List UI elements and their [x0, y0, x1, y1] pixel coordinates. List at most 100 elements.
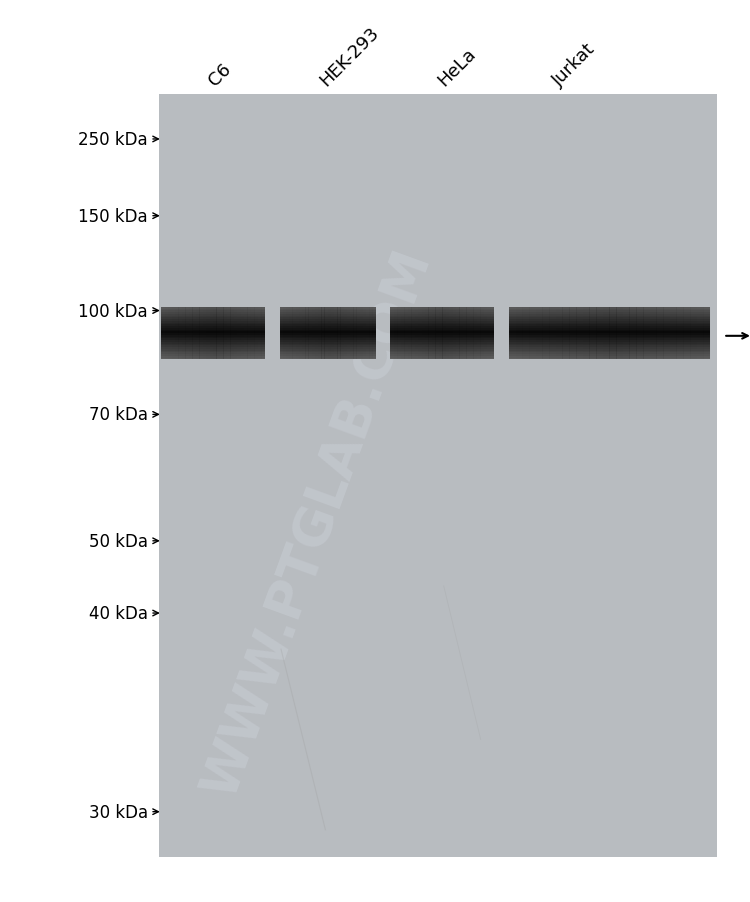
Bar: [490, 308, 494, 360]
Bar: [248, 308, 251, 360]
Bar: [466, 308, 470, 360]
Bar: [161, 315, 265, 317]
Bar: [683, 308, 691, 360]
Bar: [391, 337, 494, 339]
Text: HEK-293: HEK-293: [316, 24, 382, 90]
Bar: [161, 354, 265, 356]
Bar: [280, 336, 376, 337]
Bar: [363, 308, 367, 360]
Bar: [509, 354, 710, 356]
Text: Jurkat: Jurkat: [549, 41, 599, 90]
Bar: [280, 319, 376, 321]
Bar: [449, 308, 453, 360]
Bar: [391, 353, 494, 354]
Bar: [487, 308, 491, 360]
Bar: [676, 308, 684, 360]
Bar: [161, 327, 265, 328]
Bar: [460, 308, 464, 360]
Bar: [168, 308, 172, 360]
Bar: [509, 337, 710, 339]
Bar: [415, 308, 419, 360]
Bar: [391, 309, 494, 311]
Bar: [298, 308, 302, 360]
Bar: [338, 308, 340, 360]
Text: 100 kDa: 100 kDa: [78, 302, 148, 320]
Bar: [292, 308, 296, 360]
Bar: [161, 313, 265, 315]
Bar: [422, 308, 425, 360]
Bar: [280, 351, 376, 353]
Bar: [350, 308, 353, 360]
Bar: [391, 344, 494, 346]
Bar: [509, 349, 710, 351]
Bar: [161, 319, 265, 321]
Bar: [656, 308, 664, 360]
Bar: [161, 316, 265, 318]
Bar: [202, 308, 206, 360]
Bar: [280, 358, 376, 360]
Bar: [411, 308, 415, 360]
Bar: [509, 330, 710, 332]
Bar: [280, 311, 376, 313]
Bar: [353, 308, 357, 360]
Bar: [161, 356, 265, 358]
Text: 150 kDa: 150 kDa: [78, 207, 148, 226]
Bar: [346, 308, 350, 360]
Bar: [280, 323, 376, 325]
Bar: [206, 308, 210, 360]
Bar: [161, 345, 265, 347]
Bar: [509, 336, 710, 337]
Bar: [241, 308, 244, 360]
Bar: [161, 334, 265, 336]
Bar: [391, 328, 494, 330]
Bar: [697, 308, 704, 360]
Bar: [391, 313, 494, 315]
Bar: [610, 308, 616, 360]
Bar: [280, 337, 376, 339]
Bar: [280, 316, 376, 318]
Bar: [356, 308, 360, 360]
Bar: [509, 323, 710, 325]
Bar: [536, 308, 543, 360]
Bar: [391, 308, 394, 360]
Bar: [404, 308, 408, 360]
Bar: [446, 308, 449, 360]
Bar: [442, 308, 446, 360]
Bar: [334, 308, 338, 360]
Bar: [391, 342, 494, 345]
Bar: [366, 308, 370, 360]
Text: C6: C6: [206, 60, 235, 90]
Bar: [670, 308, 677, 360]
Bar: [175, 308, 178, 360]
Bar: [280, 334, 376, 336]
Bar: [280, 313, 376, 315]
Bar: [189, 308, 193, 360]
Bar: [509, 332, 710, 334]
Bar: [439, 308, 442, 360]
Bar: [509, 316, 710, 318]
Bar: [161, 330, 265, 332]
Bar: [596, 308, 603, 360]
Bar: [254, 308, 258, 360]
Bar: [391, 318, 494, 320]
Bar: [391, 319, 494, 321]
Bar: [391, 339, 494, 341]
Bar: [428, 308, 432, 360]
Bar: [161, 309, 265, 311]
Bar: [230, 308, 234, 360]
Bar: [302, 308, 305, 360]
Bar: [344, 308, 347, 360]
Text: HeLa: HeLa: [435, 45, 480, 90]
Bar: [182, 308, 186, 360]
Bar: [391, 334, 494, 336]
Bar: [616, 308, 623, 360]
Bar: [161, 339, 265, 341]
Bar: [509, 344, 710, 346]
Bar: [280, 332, 376, 334]
Bar: [325, 308, 328, 360]
Bar: [280, 325, 376, 327]
Bar: [283, 308, 286, 360]
Bar: [213, 308, 217, 360]
Bar: [549, 308, 556, 360]
Bar: [509, 321, 710, 323]
